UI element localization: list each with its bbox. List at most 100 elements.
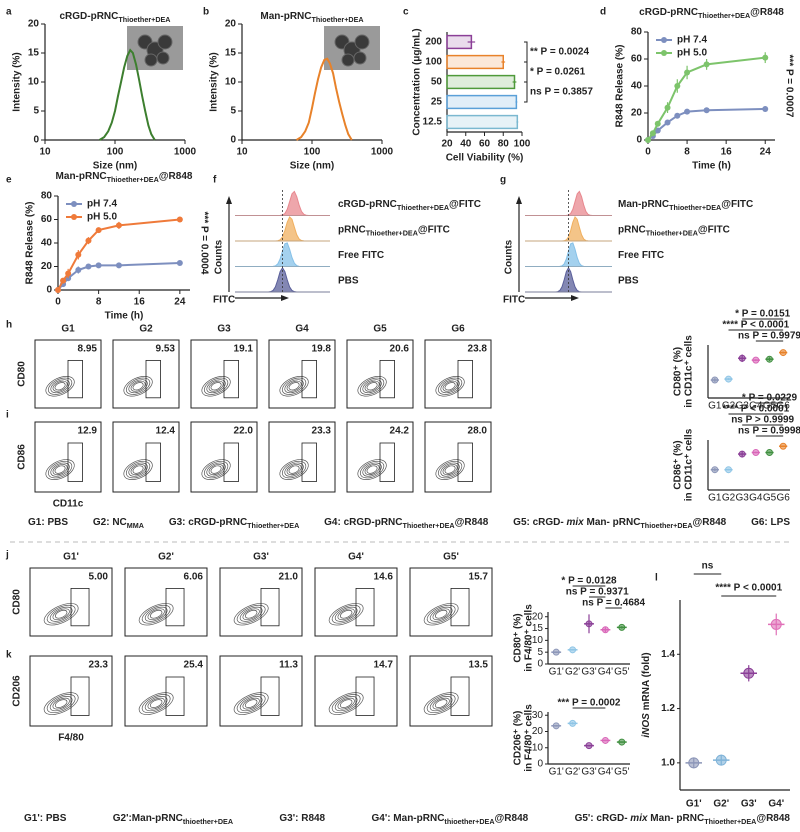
contour	[210, 465, 222, 474]
text-part: Free FITC	[618, 250, 664, 261]
contour	[203, 460, 229, 479]
y-tick-label: 1.4	[661, 649, 675, 660]
x-tick-label: 16	[721, 147, 733, 158]
point	[762, 54, 769, 61]
x-tick-label: G6	[776, 493, 790, 504]
inset-image	[324, 26, 380, 70]
y-tick-label: 0	[33, 135, 39, 146]
contour	[442, 380, 458, 392]
row-label: PBS	[338, 275, 359, 286]
contour	[49, 696, 73, 712]
annotation: *** P = 0.0007	[783, 55, 794, 118]
contour	[442, 464, 458, 476]
y-tick-label: 15	[225, 48, 237, 59]
group-label: G1	[61, 324, 75, 335]
y-tick-label: 5	[537, 647, 543, 658]
contour	[328, 603, 364, 626]
row-label: pRNCThioether+DEA@FITC	[338, 224, 450, 238]
series-line	[647, 56, 766, 141]
row-label: PBS	[618, 275, 639, 286]
gate-value: 6.06	[184, 572, 204, 583]
contour	[47, 377, 73, 395]
text-part: Thioether+DEA	[640, 521, 692, 530]
x-tick-label: G3'	[741, 799, 757, 810]
contour	[437, 377, 463, 395]
point	[688, 757, 700, 769]
gate-value: 5.00	[89, 572, 109, 583]
contour	[440, 462, 460, 477]
gate-value: 12.9	[78, 426, 98, 437]
y-tick-label: 15	[28, 48, 40, 59]
contour	[434, 609, 448, 619]
row-label: pRNCThioether+DEA@FITC	[618, 224, 730, 238]
gate-value: 21.0	[279, 572, 299, 583]
text-part: @R848	[495, 813, 529, 824]
text-part: cRGD-pRNC	[639, 7, 698, 18]
contour	[242, 608, 260, 621]
annotation: ** P = 0.0024	[530, 47, 589, 58]
point	[762, 105, 769, 112]
inset-particle	[144, 53, 158, 67]
point	[770, 618, 782, 630]
legend-item: G5: cRGD- mix Man- pRNCThioether+DEA@R84…	[513, 517, 726, 531]
text-part: G2: NC	[93, 517, 127, 528]
contour	[366, 382, 378, 391]
gate	[457, 359, 473, 399]
contour	[233, 692, 269, 715]
contour	[125, 377, 151, 395]
x-tick-label: G4'	[598, 767, 613, 778]
group-label: G2'	[158, 552, 174, 563]
y-tick-label: 0	[636, 135, 642, 146]
gate-value: 9.53	[156, 344, 176, 355]
contour	[239, 606, 263, 622]
contour	[128, 379, 148, 394]
y-tick-label: 20	[41, 261, 53, 272]
annotation: ns P = 0.3857	[530, 87, 593, 98]
contour	[201, 375, 231, 397]
annotation: *** P = 0.0002	[558, 698, 621, 709]
legend-marker	[71, 214, 77, 220]
point	[779, 349, 787, 357]
gate	[145, 442, 161, 482]
text-part: Thioether+DEA	[698, 11, 750, 20]
text-part: G4: cRGD-pRNC	[324, 517, 402, 528]
gate-value: 25.4	[184, 660, 204, 671]
contour	[144, 606, 168, 622]
contour	[52, 608, 70, 621]
contour	[46, 604, 76, 624]
text-part: G2':Man-pRNC	[113, 813, 183, 824]
inset-particle	[353, 51, 367, 65]
y-axis-label: CD86	[17, 444, 28, 470]
contour	[281, 460, 307, 479]
y-axis-label: Intensity (%)	[209, 52, 220, 111]
contour	[444, 465, 456, 474]
text-part: cRGD-pRNC	[59, 11, 118, 22]
contour	[337, 697, 355, 710]
gate	[223, 359, 239, 399]
legend-item: G2: NCMMA	[93, 517, 144, 531]
x-tick-label: 0	[55, 297, 61, 308]
inset-image	[127, 26, 183, 70]
contour	[123, 375, 153, 397]
text-part: PBS	[618, 275, 639, 286]
legend-marker	[71, 201, 77, 207]
annotation: ns	[702, 561, 714, 572]
y-axis-label: in CD11c⁺ cells	[684, 335, 695, 408]
point	[115, 222, 122, 229]
gate	[379, 442, 395, 482]
point	[645, 137, 651, 143]
panel-letter: d	[600, 7, 606, 18]
y-tick-label: 12.5	[423, 117, 443, 128]
x-tick-label: 0	[645, 147, 651, 158]
contour	[432, 697, 450, 710]
annotation: * P = 0.0229	[742, 393, 798, 404]
gate-value: 19.1	[234, 344, 254, 355]
arrow	[281, 295, 289, 301]
y-tick-label: 10	[532, 635, 544, 646]
contour	[281, 377, 307, 395]
contour	[147, 608, 165, 621]
text-part: Thioether+DEA	[311, 15, 363, 24]
x-tick-label: G1'	[549, 767, 564, 778]
row-label: Man-pRNCThioether+DEA@FITC	[618, 199, 753, 213]
text-part: pRNC	[618, 224, 646, 235]
